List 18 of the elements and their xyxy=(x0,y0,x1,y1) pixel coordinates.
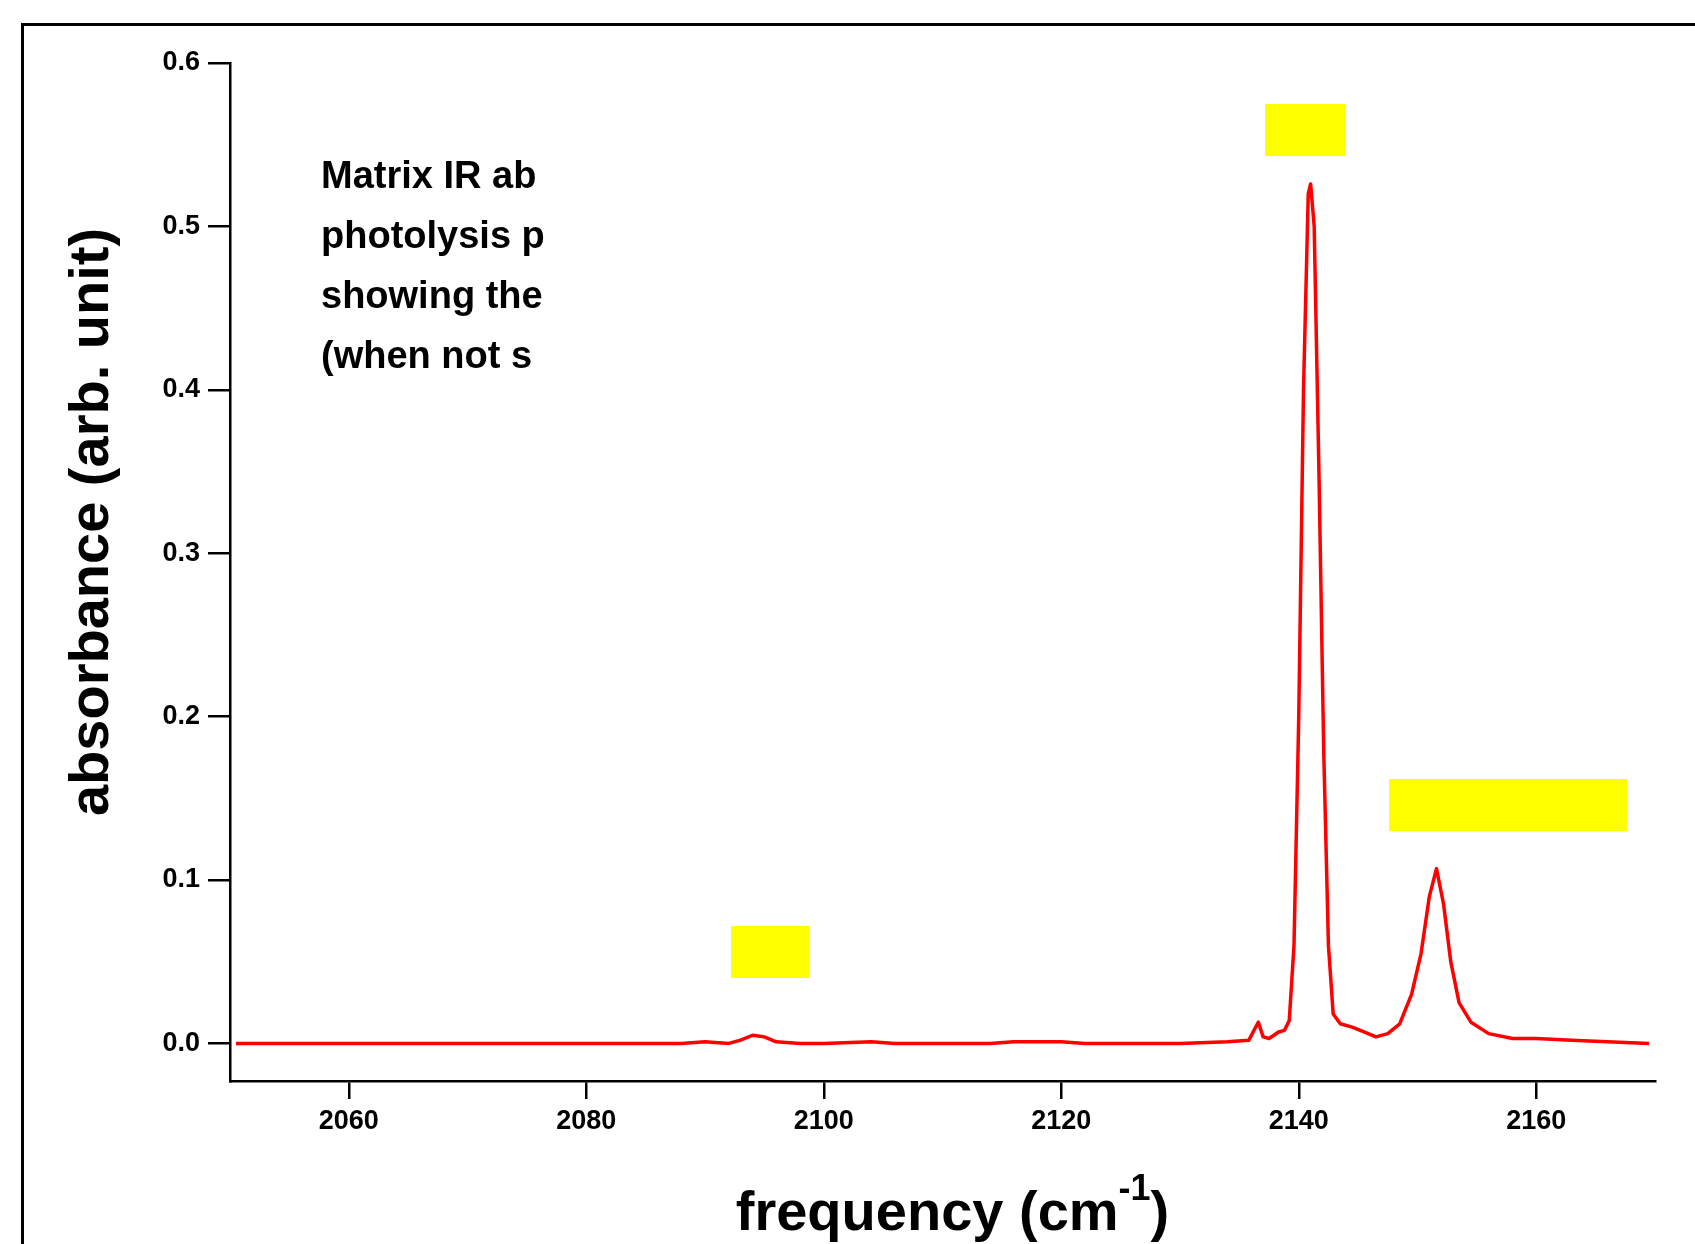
annotation: Matrix IR ab xyxy=(321,154,537,196)
y-tick-label: 0.5 xyxy=(162,209,200,240)
x-tick-label: 2100 xyxy=(793,1104,854,1135)
y-axis-title: absorbance (arb. unit) xyxy=(57,227,120,817)
x-tick-label: 2120 xyxy=(1031,1104,1092,1135)
y-tick-label: 0.0 xyxy=(162,1026,200,1057)
y-tick-label: 0.1 xyxy=(162,863,200,894)
y-tick-label: 0.2 xyxy=(162,700,200,731)
x-tick-label: 2080 xyxy=(556,1104,617,1135)
annotation: (when not s xyxy=(321,334,533,376)
y-tick-label: 0.4 xyxy=(162,373,200,404)
x-tick-label: 2060 xyxy=(318,1104,379,1135)
annotation: photolysis p xyxy=(321,214,545,256)
x-tick-label: 2140 xyxy=(1268,1104,1329,1135)
annotation: showing the xyxy=(321,274,543,316)
y-tick-label: 0.3 xyxy=(162,536,200,567)
y-tick-label: 0.6 xyxy=(162,46,200,77)
x-tick-label: 2160 xyxy=(1506,1104,1567,1135)
